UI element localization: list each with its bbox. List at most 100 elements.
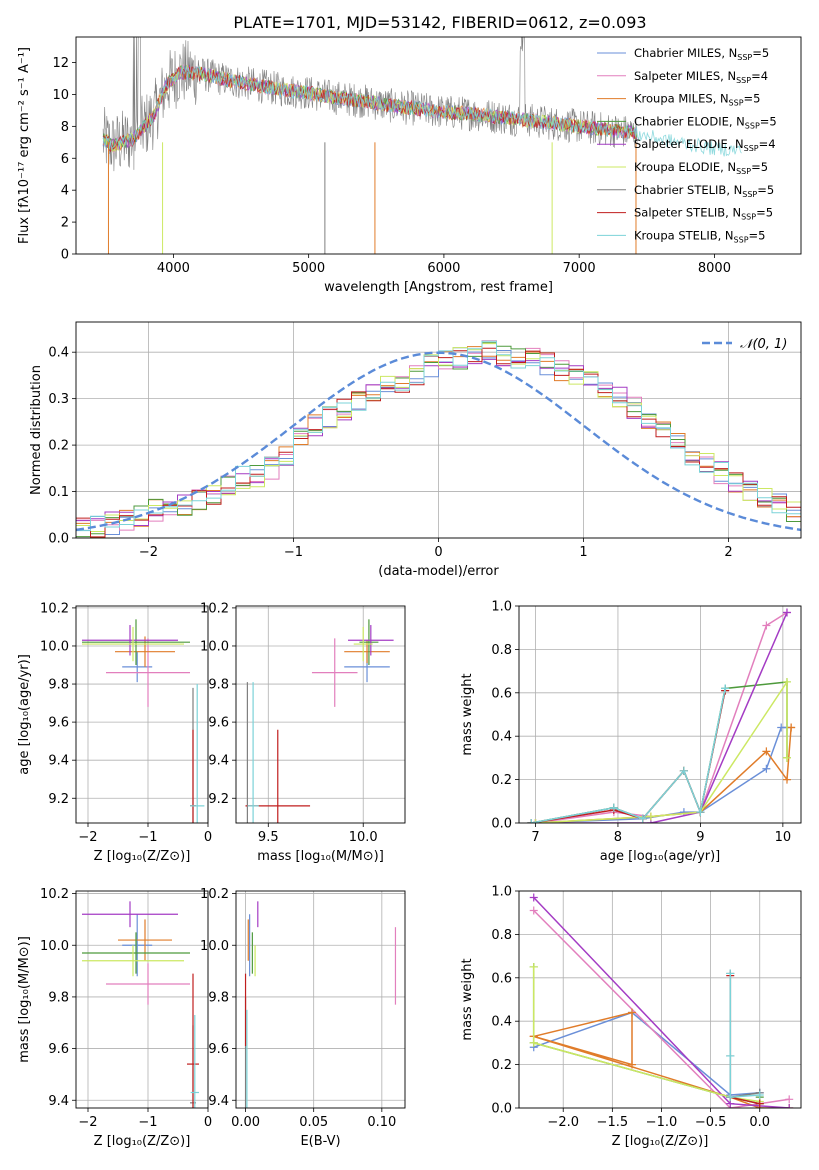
x-tick-label: −1.0 — [646, 1115, 678, 1130]
legend-count: =5 — [744, 92, 761, 106]
legend-name: Chabrier ELODIE, N — [634, 114, 745, 128]
y-tick-label: 10.2 — [200, 887, 229, 902]
plot-area — [76, 340, 801, 538]
legend-entry: Kroupa STELIB, NSSP=5 — [634, 228, 765, 244]
y-tick-label: 2 — [61, 216, 69, 231]
weight-marker-2 — [627, 1008, 636, 1017]
y-tick-label: 10.2 — [200, 601, 229, 616]
weight-marker-2 — [762, 747, 771, 756]
weight-line-4 — [535, 612, 788, 823]
legend-count: =4 — [759, 137, 776, 151]
y-tick-label: 6 — [61, 152, 69, 167]
panel-spectrum: 4000 5000 6000 7000 8000 0 2 4 6 8 10 12 wavelength … — [17, 36, 802, 295]
axes-frame — [235, 605, 406, 824]
y-tick-label: 8 — [61, 120, 69, 135]
observed-spectrum-line — [102, 37, 638, 172]
weight-marker-5 — [782, 677, 791, 686]
y-tick-label: 10 — [52, 88, 69, 103]
x-axis-label: Z [log₁₀(Z/Z⊙)] — [94, 1134, 191, 1149]
legend-name: Chabrier STELIB, N — [634, 183, 742, 197]
weight-marker-8 — [609, 803, 618, 812]
weight-marker-1 — [762, 621, 771, 630]
legend-entry: Kroupa ELODIE, NSSP=5 — [634, 160, 768, 176]
weight-marker-8 — [726, 1093, 735, 1102]
weight-marker-4 — [782, 608, 791, 617]
x-axis-label: (data-model)/error — [378, 564, 499, 579]
x-tick-label: 10.0 — [349, 830, 378, 845]
legend-count: =5 — [749, 228, 766, 242]
y-tick-label: 10.0 — [40, 639, 69, 654]
x-tick-label: 7 — [531, 830, 539, 845]
y-tick-label: 0.0 — [491, 1102, 512, 1117]
y-tick-label: 4 — [61, 184, 69, 199]
y-tick-label: 12 — [52, 56, 69, 71]
y-axis-label: Normed distribution — [29, 365, 44, 495]
x-axis-label: mass [log₁₀(M/M⊙)] — [257, 849, 384, 864]
legend-entry: Chabrier STELIB, NSSP=5 — [634, 183, 774, 199]
histogram-step-7 — [76, 340, 801, 532]
weight-marker-2 — [627, 1060, 636, 1069]
y-tick-label: 10.2 — [40, 601, 69, 616]
weight-marker-8 — [755, 1090, 764, 1099]
y-tick-label: 0.4 — [48, 346, 69, 361]
weight-marker-0 — [679, 808, 688, 817]
y-tick-label: 9.6 — [48, 1042, 69, 1057]
legend-sub: SSP — [736, 76, 751, 85]
weight-marker-8 — [527, 819, 536, 823]
y-axis-label: mass [log₁₀(M/M⊙)] — [17, 936, 32, 1063]
legend-name: Salpeter ELODIE, N — [634, 137, 744, 151]
y-tick-label: 9.4 — [208, 754, 229, 769]
x-tick-label: −1.5 — [597, 1115, 629, 1130]
axes-frame — [235, 890, 406, 1109]
x-tick-label: 0 — [204, 1115, 212, 1130]
model-line-7 — [102, 66, 637, 153]
x-tick-label: 4000 — [157, 261, 190, 276]
y-tick-label: 9.2 — [208, 792, 229, 807]
weight-marker-8 — [679, 766, 688, 775]
y-tick-label: 9.8 — [208, 990, 229, 1005]
legend-sub: SSP — [745, 121, 760, 130]
chart-title: PLATE=1701, MJD=53142, FIBERID=0612, z=0… — [233, 13, 646, 32]
plot-area — [102, 37, 742, 254]
x-tick-label: 10 — [775, 830, 792, 845]
legend-entry: Salpeter STELIB, NSSP=5 — [634, 206, 773, 222]
weight-line-8 — [531, 688, 726, 823]
y-tick-label: 9.2 — [48, 792, 69, 807]
weight-line-0 — [533, 1011, 760, 1096]
panel-mass_vs_ebv: 0.00 0.05 0.10 9.4 9.6 9.8 10.0 10.2 E(B-V) — [200, 887, 406, 1149]
legend-count: =4 — [751, 69, 768, 83]
legend-sub: SSP — [742, 190, 757, 199]
weight-marker-5 — [531, 819, 540, 823]
legend-entry: Chabrier ELODIE, NSSP=5 — [634, 114, 777, 130]
legend-name: Salpeter STELIB, N — [634, 206, 741, 220]
legend-name: Kroupa MILES, N — [634, 92, 729, 106]
x-tick-label: 8 — [614, 830, 622, 845]
x-tick-label: −0.5 — [695, 1115, 727, 1130]
panel-age_vs_Z: −2 −1 0 9.2 9.4 9.6 9.8 10.0 10.2 Z [log₁₀(Z/Z⊙)]… — [17, 601, 212, 864]
plot-area — [82, 619, 205, 823]
panels: 4000 5000 6000 7000 8000024681012wavelength … — [17, 36, 802, 1149]
weight-marker-4 — [529, 893, 538, 902]
y-tick-label: 0.2 — [48, 439, 69, 454]
y-tick-label: 0.3 — [48, 392, 69, 407]
x-tick-label: −2 — [78, 1115, 97, 1130]
legend-sub: SSP — [737, 53, 752, 62]
y-tick-label: 0 — [61, 248, 69, 263]
plot-area — [245, 619, 394, 823]
x-axis-label: Z [log₁₀(Z/Z⊙)] — [94, 849, 191, 864]
legend-count: =5 — [757, 183, 774, 197]
x-tick-label: 1 — [579, 545, 587, 560]
x-tick-label: 0.00 — [231, 1115, 260, 1130]
legend-sub: SSP — [744, 144, 759, 153]
weight-marker-2 — [787, 723, 796, 732]
legend-sub: SSP — [741, 213, 756, 222]
x-axis-label: E(B-V) — [300, 1134, 340, 1149]
y-tick-label: 0.0 — [48, 532, 69, 547]
y-tick-label: 9.6 — [208, 716, 229, 731]
weight-marker-5 — [529, 962, 538, 971]
x-tick-label: 9 — [696, 830, 704, 845]
weight-marker-1 — [785, 1095, 794, 1104]
